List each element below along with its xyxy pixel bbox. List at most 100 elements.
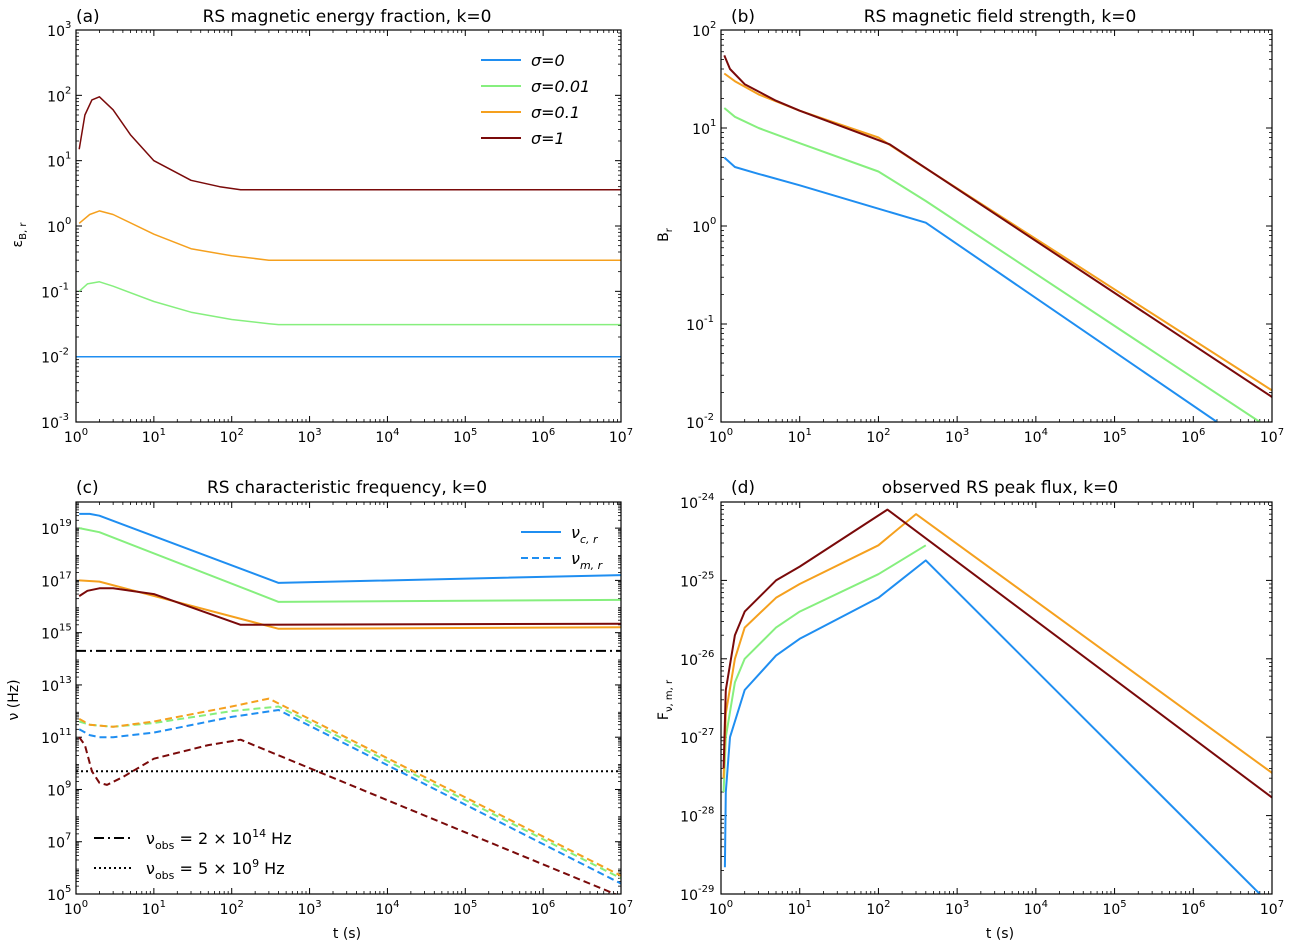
y-tick-exponent: 13 [59,675,72,686]
y-tick-label: 10 [686,318,704,334]
y-tick-exponent: -1 [704,314,714,325]
y-tick-label: 10 [692,122,710,138]
y-tick-label: 10 [47,24,65,40]
y-tick-exponent: 19 [59,518,72,529]
y-tick-exponent: 7 [65,832,71,843]
y-tick-exponent: 1 [710,118,716,129]
panel-a-title: RS magnetic energy fraction, k=0 [203,7,492,27]
hline-legend-label: νobs = 2 × 1014 Hz [146,827,292,852]
panel-d-label: (d) [731,478,755,498]
y-tick-exponent: 3 [65,20,71,31]
y-tick-label: 10 [41,574,59,590]
y-tick-exponent: 2 [710,20,716,31]
y-tick-label: 10 [680,496,698,512]
series-line-1 [722,544,927,793]
y-tick-label: 10 [686,416,704,432]
y-tick-exponent: -2 [704,412,714,423]
y-tick-exponent: 9 [65,779,71,790]
panel-c-hline-legend: νobs = 2 × 1014 Hz νobs = 5 × 109 Hz [94,827,292,882]
y-tick-label: 10 [47,89,65,105]
series-line-2 [722,513,1272,779]
series-line-1 [79,527,621,603]
panel-b-label: (b) [731,7,755,27]
series-line-6 [78,697,621,877]
series-line-3 [723,55,1272,398]
y-tick-label: 10 [680,810,698,826]
panel-b-frame [720,29,1273,423]
y-tick-exponent: 15 [59,623,72,634]
panel-d-frame [720,501,1273,895]
panel-d: (d) observed RS peak flux, k=0 Fν, m, r … [656,478,1284,942]
series-line-4 [78,709,621,885]
y-tick-exponent: -29 [698,884,714,895]
panel-b: (b) RS magnetic field strength, k=0 Br 1… [656,7,1284,446]
y-tick-exponent: -24 [698,492,714,503]
legend-label: σ=1 [531,129,565,148]
y-tick-label: 10 [680,888,698,904]
y-tick-label: 10 [47,220,65,236]
y-tick-label: 10 [692,24,710,40]
series-line-7 [78,736,618,894]
panel-c-label: (c) [76,478,99,498]
panel-c-title: RS characteristic frequency, k=0 [207,478,487,498]
series-line-0 [723,156,1218,422]
panel-c-frame [75,501,622,895]
y-tick-label: 10 [692,220,710,236]
y-tick-label: 10 [680,653,698,669]
y-tick-exponent: -1 [59,281,69,292]
y-tick-label: 10 [41,679,59,695]
y-tick-exponent: 11 [59,727,72,738]
series-line-3 [78,96,621,191]
series-line-0 [79,512,621,584]
y-tick-label: 10 [47,783,65,799]
y-tick-exponent: -25 [698,570,714,581]
panel-c-series [78,512,621,894]
y-tick-label: 10 [680,574,698,590]
series-line-3 [78,587,621,626]
panel-a: (a) RS magnetic energy fraction, k=0 εB,… [10,7,633,446]
series-line-0 [723,559,1261,894]
y-tick-label: 10 [41,416,59,432]
panel-c: (c) RS characteristic frequency, k=0 ν (… [6,478,633,942]
y-tick-label: 10 [41,627,59,643]
panel-d-series [722,508,1272,894]
y-tick-label: 10 [47,888,65,904]
legend-label: σ=0.1 [531,103,580,122]
y-tick-exponent: 0 [710,216,716,227]
hline-legend-label: νobs = 5 × 109 Hz [146,857,285,882]
y-tick-label: 10 [47,155,65,171]
series-line-1 [78,281,621,326]
y-tick-exponent: -28 [698,806,714,817]
panel-c-ylabel: ν (Hz) [6,679,22,720]
panel-d-title: observed RS peak flux, k=0 [882,478,1118,498]
panel-a-legend: σ=0 σ=0.01 σ=0.1 σ=1 [481,51,590,148]
y-tick-exponent: 2 [65,85,71,96]
y-tick-exponent: 17 [59,570,72,581]
y-tick-exponent: -27 [698,727,714,738]
y-tick-exponent: 0 [65,216,71,227]
series-line-1 [723,107,1261,422]
y-tick-exponent: -2 [59,347,69,358]
y-tick-label: 10 [41,351,59,367]
panel-a-frame [75,29,622,423]
panel-c-xlabel: t (s) [333,926,361,942]
series-line-2 [79,579,621,630]
y-tick-exponent: -3 [59,412,69,423]
legend-label: σ=0.01 [531,77,590,96]
y-tick-exponent: -26 [698,649,714,660]
y-tick-label: 10 [41,522,59,538]
y-tick-label: 10 [41,285,59,301]
panel-a-series [76,96,621,358]
y-tick-exponent: 1 [65,151,71,162]
y-tick-label: 10 [47,836,65,852]
panel-a-label: (a) [76,7,100,27]
legend-label: σ=0 [531,51,565,70]
y-tick-exponent: 5 [65,884,71,895]
y-tick-label: 10 [41,731,59,747]
